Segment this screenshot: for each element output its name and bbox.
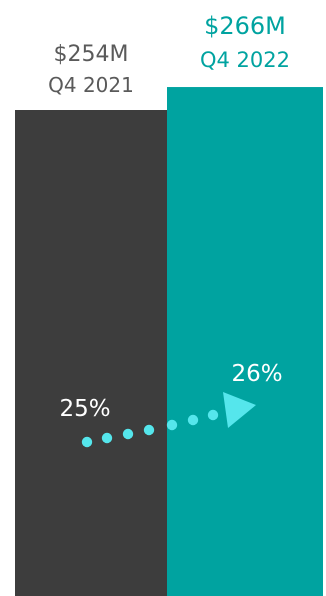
- category-label-q4-2022: Q4 2022: [200, 48, 290, 72]
- arrow-dot: [81, 436, 93, 448]
- arrow-dot: [122, 428, 134, 440]
- category-label-q4-2021: Q4 2021: [48, 73, 134, 97]
- arrow-dot: [166, 419, 178, 431]
- arrow-dot: [187, 414, 199, 426]
- bar-q4-2021: [15, 110, 167, 596]
- arrow-dot: [207, 409, 219, 421]
- value-label-q4-2021: $254M: [54, 42, 129, 67]
- arrow-dot: [101, 432, 113, 444]
- percent-label-q4-2022: 26%: [231, 361, 282, 387]
- bars-group: [15, 87, 323, 596]
- value-label-q4-2022: $266M: [204, 12, 286, 40]
- arrow-head-icon: [223, 392, 256, 428]
- bar-q4-2022: [167, 87, 323, 596]
- percent-label-q4-2021: 25%: [59, 396, 110, 422]
- labels-group: $254M Q4 2021 $266M Q4 2022: [48, 12, 290, 97]
- inner-labels-group: 25% 26%: [59, 361, 282, 422]
- arrow-dot: [143, 424, 155, 436]
- growth-arrow-icon: [81, 392, 256, 448]
